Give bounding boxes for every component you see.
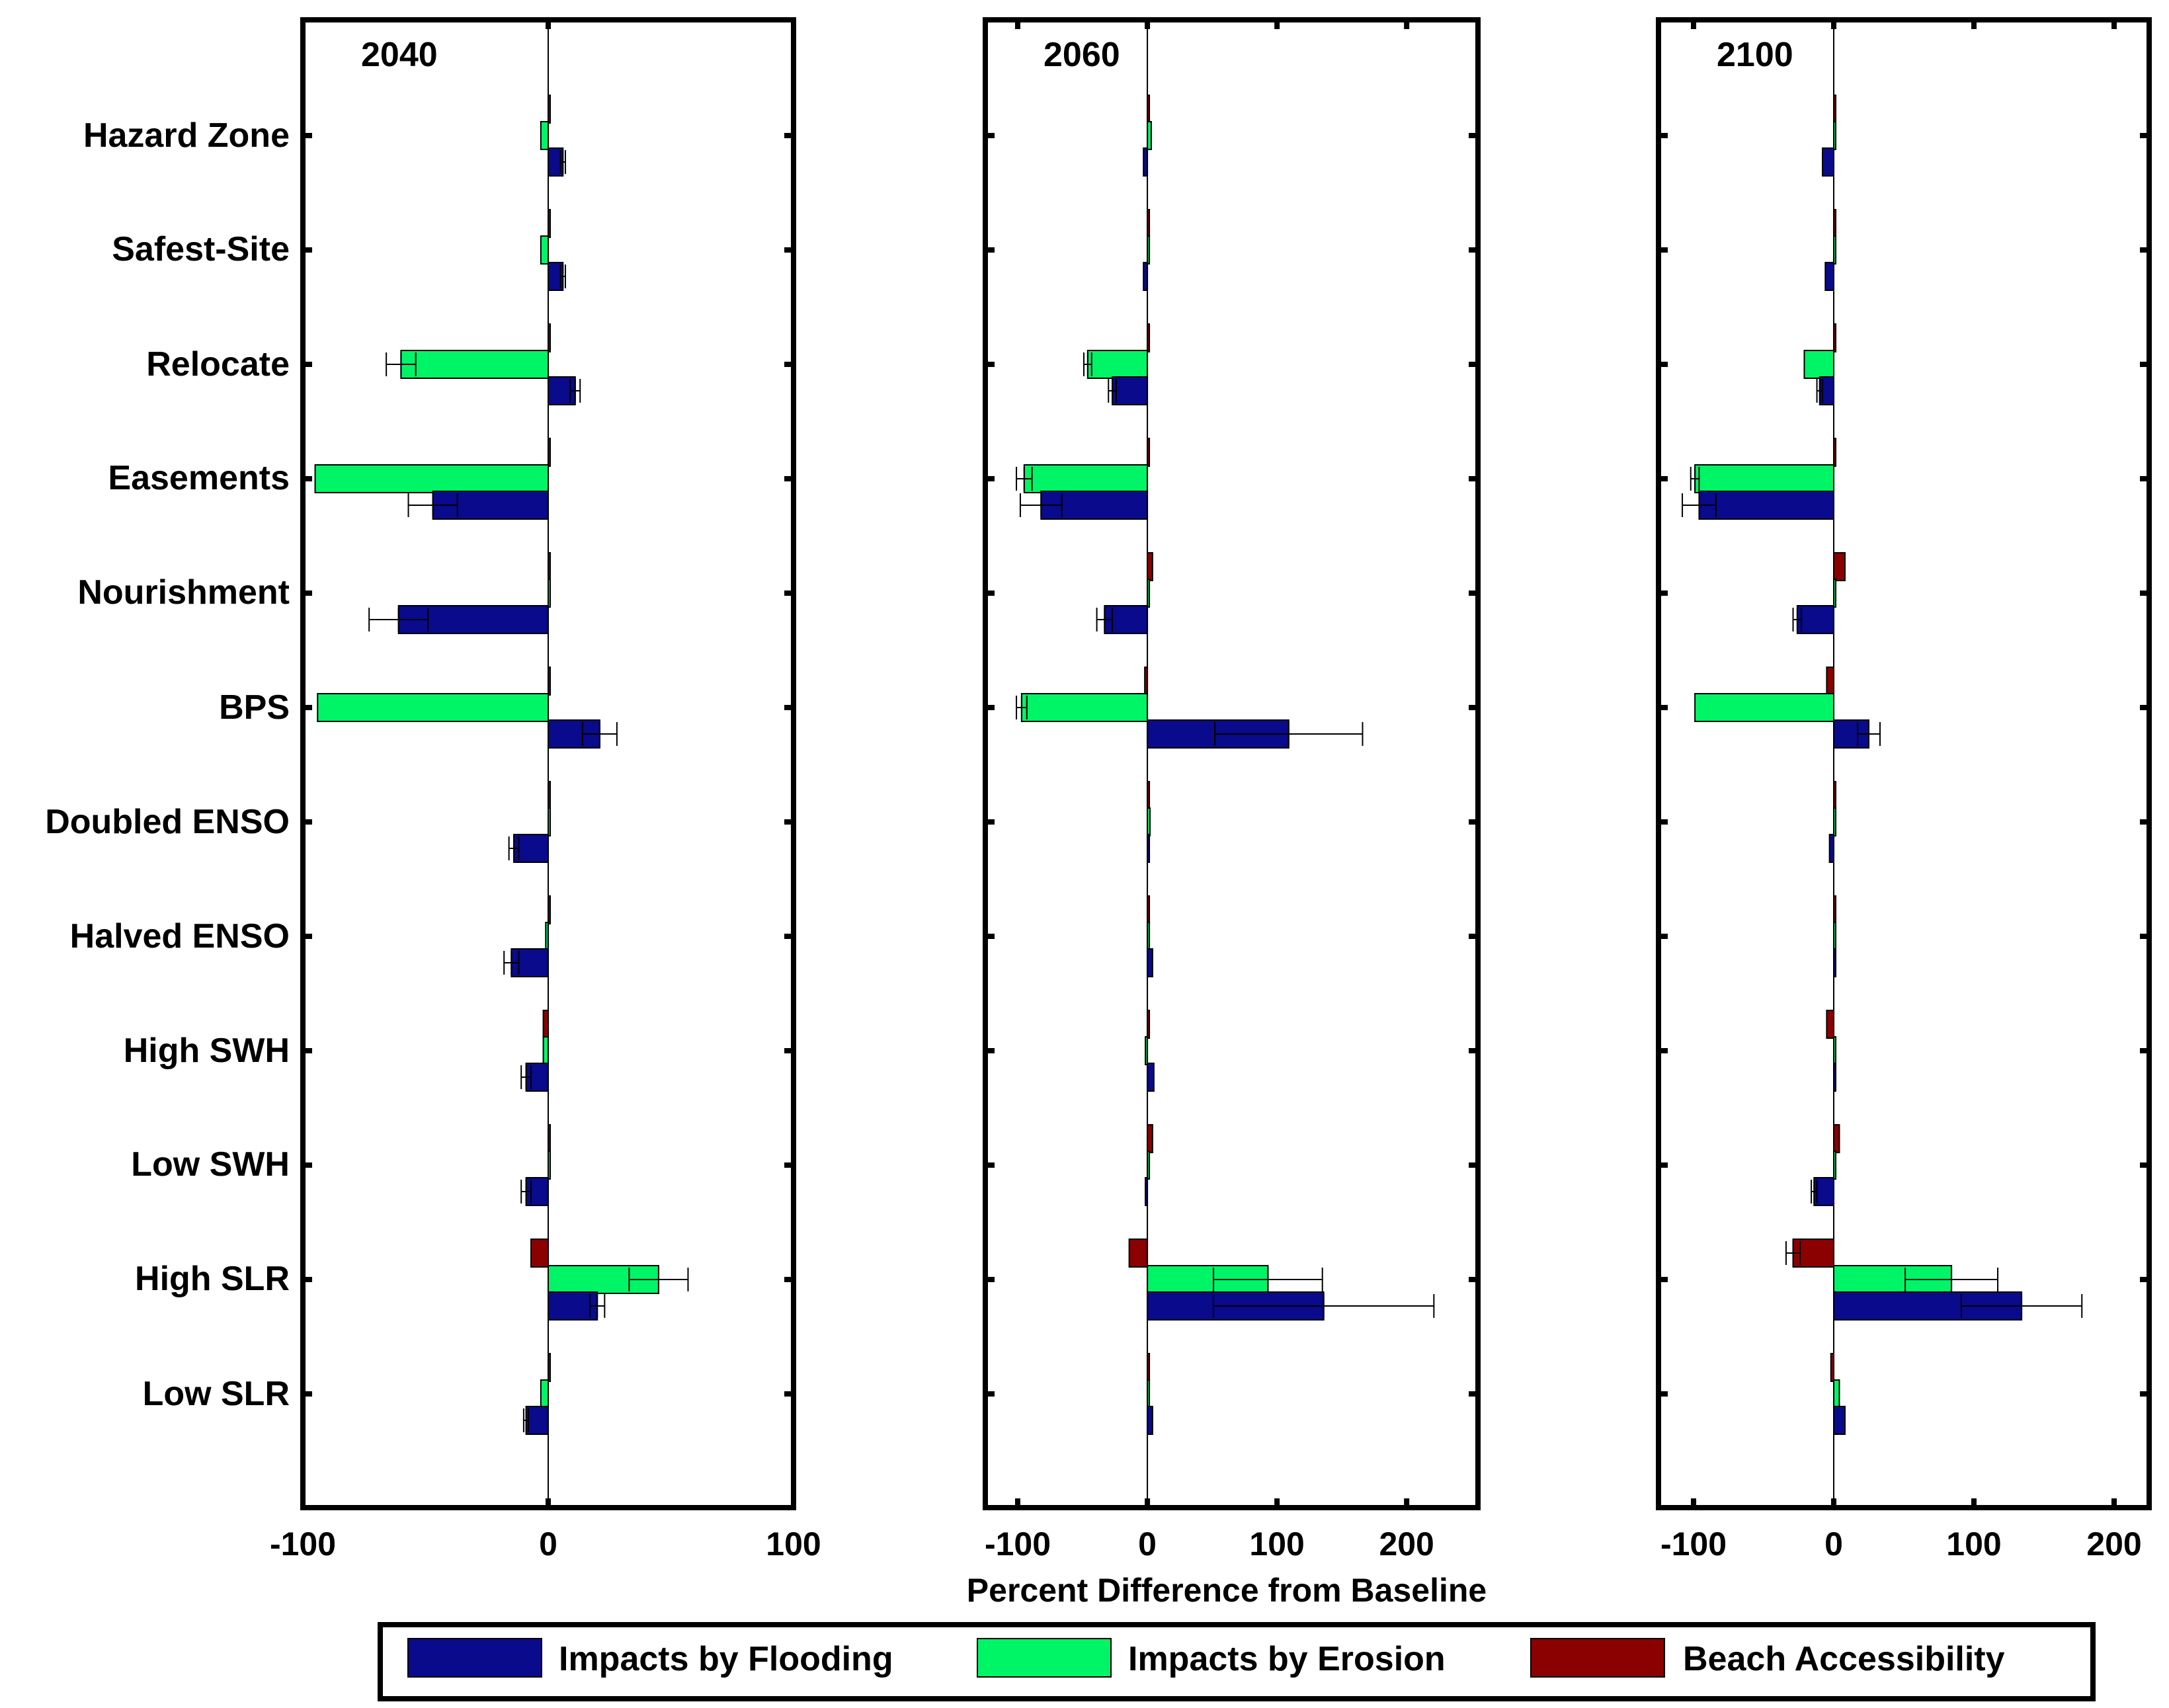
category-label: Relocate	[146, 345, 290, 384]
category-label: Nourishment	[77, 573, 290, 612]
x-tick-label: 0	[1824, 1525, 1843, 1563]
bar-flooding	[1147, 1063, 1155, 1092]
category-label: BPS	[219, 688, 290, 727]
x-tick-label: -100	[985, 1525, 1051, 1563]
legend-swatch-erosion	[977, 1638, 1112, 1678]
bar-erosion	[1694, 693, 1835, 722]
category-label: Hazard Zone	[83, 116, 290, 155]
x-axis-title: Percent Difference from Baseline	[967, 1572, 1487, 1609]
x-tick-label: -100	[1660, 1525, 1727, 1563]
legend-item-flooding: Impacts by Flooding	[407, 1638, 893, 1678]
x-tick-label: 200	[1379, 1525, 1434, 1563]
bar-erosion	[314, 464, 549, 493]
bar-access	[1128, 1239, 1149, 1268]
bar-erosion	[1023, 464, 1149, 493]
plot-area	[985, 20, 1478, 1508]
x-tick-label: 200	[2086, 1525, 2141, 1563]
panel-title: 2040	[361, 36, 438, 74]
bar-access	[1147, 1124, 1153, 1153]
legend-frame	[378, 1622, 2096, 1701]
bar-flooding	[1698, 491, 1834, 520]
category-labels: Hazard Zone Safest-Site Relocate Easemen…	[45, 116, 290, 1413]
panel-title: 2100	[1717, 36, 1793, 74]
bar-erosion	[317, 693, 549, 722]
panel-frame	[1656, 17, 2152, 1510]
legend-label-flooding: Impacts by Flooding	[559, 1640, 893, 1678]
category-label: Halved ENSO	[70, 917, 290, 956]
bar-flooding	[548, 1291, 598, 1321]
x-tick-label: 0	[1138, 1525, 1157, 1563]
category-label: High SWH	[124, 1032, 290, 1070]
bar-flooding	[1112, 376, 1149, 405]
category-label: Low SLR	[143, 1375, 290, 1413]
bar-erosion	[1694, 464, 1835, 493]
bar-flooding	[525, 1406, 549, 1435]
x-tick-label: 0	[539, 1525, 557, 1563]
bar-access	[530, 1239, 550, 1268]
panel-2100: -100 0 100 200 2100	[1656, 17, 2152, 1563]
panel-title: 2060	[1044, 36, 1120, 74]
bar-access	[1826, 667, 1834, 696]
bar-access	[1147, 552, 1153, 581]
bar-flooding	[1796, 605, 1834, 634]
bar-erosion	[540, 1379, 549, 1408]
bar-access	[1833, 552, 1846, 581]
bar-erosion	[1020, 693, 1149, 722]
bar-flooding	[1824, 262, 1835, 291]
bar-erosion	[1803, 350, 1834, 379]
x-tick-label: 100	[1946, 1525, 2001, 1563]
bar-erosion	[1833, 1379, 1840, 1408]
bar-erosion	[542, 1036, 550, 1065]
bar-erosion	[540, 121, 549, 150]
legend-item-access: Beach Accessibility	[1530, 1638, 2005, 1678]
panel-2060: -100 0 100 200 2060	[983, 17, 1481, 1563]
category-label: High SLR	[135, 1260, 290, 1298]
bar-access	[1826, 1010, 1834, 1039]
legend-swatch-access	[1530, 1638, 1665, 1678]
category-label: Doubled ENSO	[45, 803, 290, 841]
bar-flooding	[1833, 1406, 1846, 1435]
legend-label-access: Beach Accessibility	[1683, 1640, 2005, 1678]
bar-erosion	[540, 235, 549, 264]
x-tick-label: 100	[1249, 1525, 1304, 1563]
bar-erosion	[1086, 350, 1149, 379]
category-label: Safest-Site	[112, 230, 290, 268]
panel-frame	[983, 17, 1481, 1510]
category-label: Low SWH	[131, 1145, 290, 1184]
plot-area	[1658, 20, 2149, 1508]
legend-label-erosion: Impacts by Erosion	[1128, 1640, 1446, 1678]
bar-erosion	[400, 350, 550, 379]
bar-flooding	[1147, 948, 1153, 977]
legend-item-erosion: Impacts by Erosion	[977, 1638, 1446, 1678]
chart-panels: -100 0 100 2040 -100 0 100 200 2060 -100 0 100 200 21…	[270, 17, 2152, 1563]
category-label: Easements	[108, 459, 290, 497]
bar-flooding	[1822, 147, 1835, 177]
panel-2040: -100 0 100 2040	[270, 17, 821, 1563]
x-tick-label: -100	[270, 1525, 336, 1563]
bar-access	[1833, 1124, 1840, 1153]
bar-flooding	[1147, 1406, 1153, 1435]
x-tick-label: 100	[766, 1525, 821, 1563]
legend-swatch-flooding	[407, 1638, 542, 1678]
bar-access	[542, 1010, 550, 1039]
legend: Impacts by Flooding Impacts by Erosion B…	[378, 1622, 2096, 1701]
